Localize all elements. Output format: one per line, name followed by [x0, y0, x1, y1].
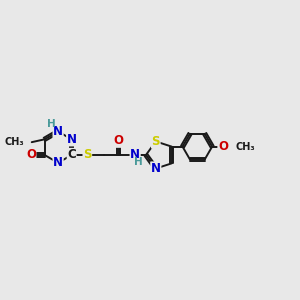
Text: S: S — [83, 148, 92, 161]
Text: N: N — [53, 125, 63, 138]
Text: N: N — [130, 148, 140, 161]
Text: N: N — [151, 162, 161, 175]
Text: CH₃: CH₃ — [235, 142, 255, 152]
Text: O: O — [26, 148, 36, 161]
Text: H: H — [134, 158, 143, 167]
Text: O: O — [114, 134, 124, 147]
Text: O: O — [218, 140, 228, 153]
Text: H: H — [47, 119, 56, 129]
Text: N: N — [53, 156, 63, 169]
Text: C: C — [67, 148, 76, 161]
Text: N: N — [67, 133, 77, 146]
Text: S: S — [152, 135, 160, 148]
Text: CH₃: CH₃ — [4, 137, 24, 147]
